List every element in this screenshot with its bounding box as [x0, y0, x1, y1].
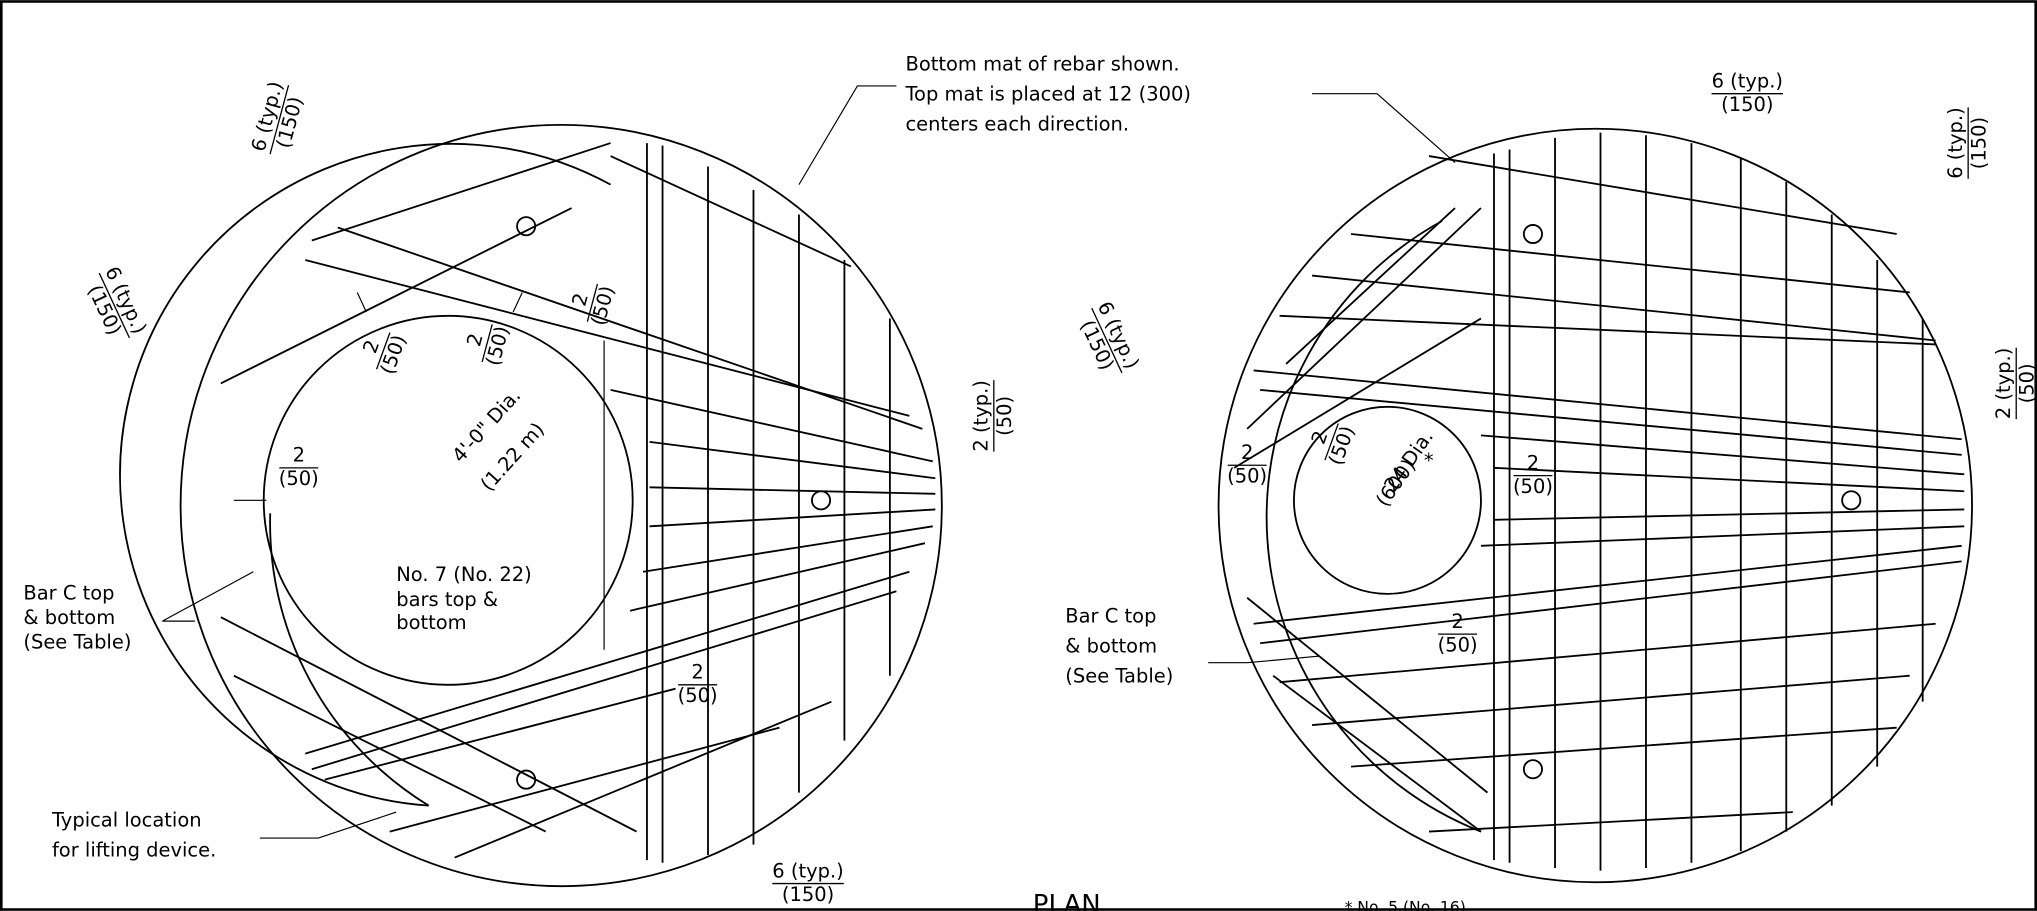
dimension: 6 (typ.)(150)	[1944, 107, 1990, 178]
dimension: 2 (typ.)(50)	[970, 380, 1016, 451]
dimension: 2(50)	[1302, 415, 1359, 468]
dimension: 6 (typ.)(150)	[772, 859, 843, 905]
dimension: 2(50)	[1227, 441, 1267, 487]
dimension: 2(50)	[564, 277, 619, 328]
dim-metric: (50)	[993, 396, 1016, 436]
note-line: bottom	[396, 611, 466, 634]
note-line: No. 7 (No. 22)	[396, 563, 532, 586]
dim-value: 2	[462, 331, 487, 349]
dim-metric: (150)	[1721, 93, 1773, 116]
dim-value: 2 (typ.)	[1992, 348, 2015, 419]
dimension: 6 (typ.)(150)	[1072, 298, 1144, 382]
note-line: Top mat is placed at 12 (300)	[904, 82, 1191, 105]
note-line: Bar C top	[23, 581, 114, 604]
dim-metric: (50)	[678, 684, 718, 707]
dim-metric: (50)	[1513, 475, 1553, 498]
dim-metric: (50)	[1227, 464, 1267, 487]
note-line: (See Table)	[1065, 664, 1173, 687]
note-line: *	[1424, 449, 1434, 472]
dimension: 2(50)	[279, 444, 319, 490]
dim-value: 2	[567, 291, 592, 309]
dim-metric: (50)	[2015, 363, 2037, 403]
dim-value: 6 (typ.)	[1944, 107, 1967, 178]
dim-metric: (50)	[1324, 423, 1359, 468]
note-line: Typical location	[51, 809, 202, 832]
drawing: PLAN * No. 5 (No. 16) Bottom mat of reba…	[0, 0, 2037, 911]
dim-metric: (50)	[376, 332, 411, 377]
dimension: 2 (typ.)(50)	[1992, 348, 2037, 419]
right-plan-geometry	[1219, 129, 1972, 882]
dim-value: 6 (typ.)	[1712, 70, 1783, 93]
dimension: 2(50)	[1513, 451, 1553, 497]
note-line: & bottom	[1065, 635, 1157, 658]
note-line: bars top &	[396, 588, 498, 611]
dim-value: 2	[1451, 610, 1463, 633]
note-line: Bar C top	[1065, 605, 1156, 628]
dim-metric: (150)	[782, 883, 834, 906]
note-line: for lifting device.	[52, 839, 216, 862]
dim-value: 6 (typ.)	[772, 859, 843, 882]
note-line: & bottom	[23, 606, 115, 629]
left-plan-geometry	[120, 125, 942, 886]
dim-value: 2	[1241, 441, 1253, 464]
dimension: 2(50)	[678, 661, 718, 707]
dim-value: 2	[1527, 451, 1539, 474]
dim-metric: (150)	[1967, 117, 1990, 169]
note-line: centers each direction.	[905, 112, 1129, 135]
dimension: 2(50)	[354, 324, 411, 377]
dim-value: 2 (typ.)	[970, 380, 993, 451]
dimension: 6 (typ.)(150)	[247, 79, 310, 160]
footnote: * No. 5 (No. 16)	[1345, 899, 1466, 911]
dim-value: 2	[293, 444, 305, 467]
page: {"left_plan":{ "note_mat":["Bottom mat o…	[0, 0, 2037, 911]
dim-metric: (50)	[279, 467, 319, 490]
dim-metric: (50)	[1438, 633, 1478, 656]
dimension: 6 (typ.)(150)	[1712, 70, 1783, 116]
dimension: 2(50)	[1438, 610, 1478, 656]
plan-title: PLAN	[1033, 890, 1101, 911]
dim-value: 2	[691, 661, 703, 684]
note-line: (See Table)	[23, 631, 131, 654]
dimension: 6 (typ.)(150)	[79, 263, 151, 347]
note-line: Bottom mat of rebar shown.	[905, 53, 1179, 76]
